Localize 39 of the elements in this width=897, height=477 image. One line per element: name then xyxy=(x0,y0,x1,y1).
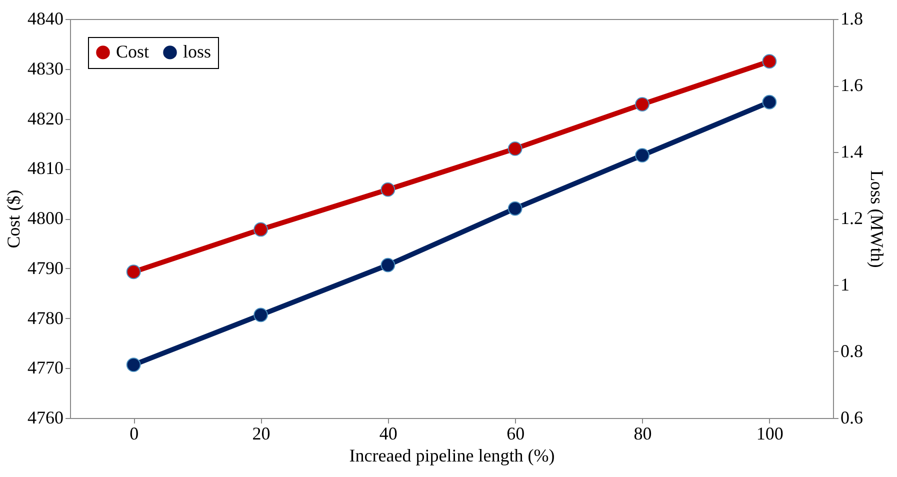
x-tick-label: 20 xyxy=(252,424,270,444)
y2-tick-label: 1 xyxy=(840,274,850,294)
point xyxy=(762,54,777,69)
point xyxy=(635,148,650,163)
y-tick-label: 4800 xyxy=(28,208,64,228)
y-tick-label: 4840 xyxy=(28,8,64,28)
x-tick-label: 60 xyxy=(506,424,525,444)
y2-tick-label: 0.8 xyxy=(840,341,863,361)
y-tick-label: 4810 xyxy=(28,158,64,178)
y2-tick-label: 1.2 xyxy=(840,208,863,228)
point xyxy=(254,222,268,237)
x-tick-label: 100 xyxy=(756,424,784,444)
legend-label: loss xyxy=(183,41,212,62)
y2-tick-label: 1.4 xyxy=(840,142,863,162)
y2-tick-label: 0.6 xyxy=(840,408,863,428)
y2-tick-label: 1.8 xyxy=(840,8,863,28)
y-tick-label: 4760 xyxy=(28,408,64,428)
point xyxy=(126,358,141,372)
point xyxy=(126,264,141,280)
y-tick-label: 4770 xyxy=(28,358,64,378)
point xyxy=(635,97,650,112)
point xyxy=(508,201,522,216)
x-tick-label: 80 xyxy=(634,424,652,444)
y2-axis-title: Loss (MWth) xyxy=(867,170,887,268)
point xyxy=(254,308,268,322)
point xyxy=(508,141,522,156)
y-tick-label: 4780 xyxy=(28,308,64,328)
y-axis-title: Cost ($) xyxy=(4,190,24,248)
x-tick-label: 0 xyxy=(130,424,139,444)
y-tick-label: 4790 xyxy=(28,258,64,278)
x-axis-title: Increaed pipeline length (%) xyxy=(349,446,555,466)
point xyxy=(380,258,396,272)
y-tick-label: 4820 xyxy=(28,108,64,128)
point xyxy=(762,94,777,110)
legend-label: Cost xyxy=(116,41,150,62)
y2-tick-label: 1.6 xyxy=(840,75,863,95)
y-tick-label: 4830 xyxy=(28,58,64,78)
point xyxy=(380,182,396,197)
x-tick-label: 40 xyxy=(379,424,398,444)
